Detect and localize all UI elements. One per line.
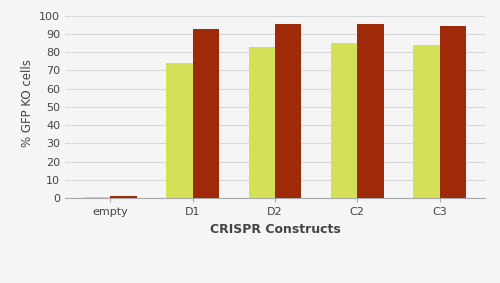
X-axis label: CRISPR Constructs: CRISPR Constructs	[210, 223, 340, 236]
Bar	[84, 197, 110, 198]
Y-axis label: % GFP KO cells: % GFP KO cells	[20, 59, 34, 147]
Bar	[331, 43, 357, 198]
Bar	[275, 24, 301, 198]
Bar	[358, 24, 384, 198]
Bar	[413, 45, 440, 198]
Bar	[192, 29, 219, 198]
Bar	[166, 63, 192, 198]
Bar	[248, 47, 275, 198]
Bar	[440, 26, 466, 198]
Bar	[110, 196, 137, 198]
